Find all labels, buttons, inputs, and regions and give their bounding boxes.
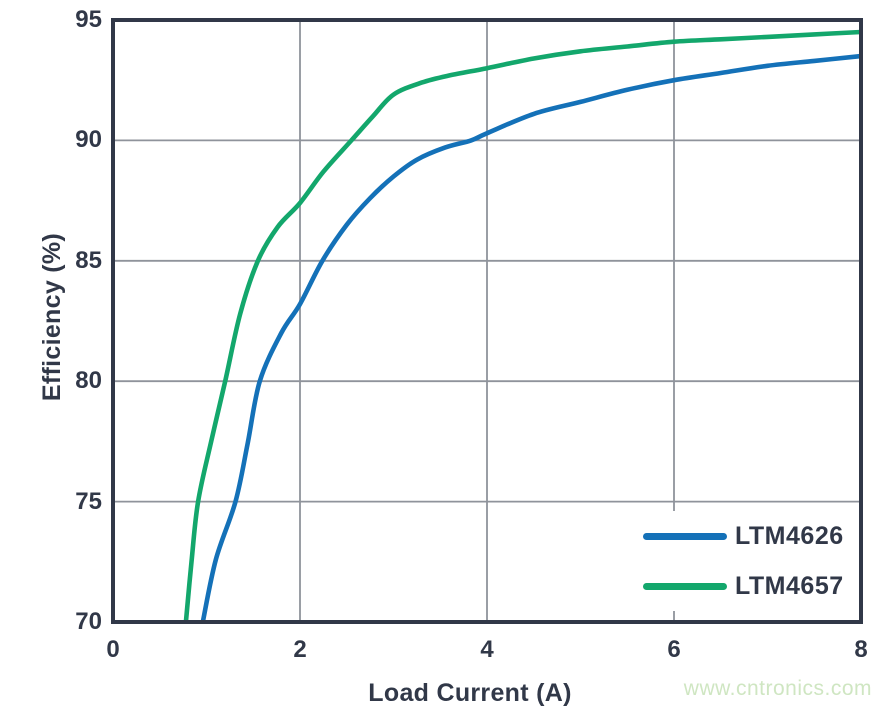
x-tick-label-8: 8 bbox=[854, 636, 868, 663]
legend-item-ltm4657: LTM4657 bbox=[599, 572, 855, 601]
y-tick-label-95: 95 bbox=[75, 6, 102, 33]
x-axis-title: Load Current (A) bbox=[368, 679, 572, 707]
x-tick-label-0: 0 bbox=[106, 636, 120, 663]
curve-ltm4657 bbox=[183, 29, 863, 624]
ltm4657-line-swatch bbox=[643, 582, 727, 590]
legend: LTM4626 LTM4657 bbox=[599, 511, 855, 611]
x-tick-label-2: 2 bbox=[293, 636, 307, 663]
y-tick-label-90: 90 bbox=[75, 126, 102, 154]
y-axis-title: Efficiency (%) bbox=[38, 232, 66, 402]
legend-label-ltm4657: LTM4657 bbox=[735, 571, 844, 600]
x-tick-label-4: 4 bbox=[480, 636, 494, 663]
plot-frame bbox=[111, 18, 863, 624]
y-tick-label-75: 75 bbox=[75, 487, 102, 515]
legend-label-ltm4626: LTM4626 bbox=[735, 521, 844, 550]
y-tick-label-70: 70 bbox=[75, 608, 102, 635]
ltm4626-line-swatch bbox=[643, 532, 727, 540]
y-tick-label-80: 80 bbox=[75, 367, 102, 395]
legend-item-ltm4626: LTM4626 bbox=[599, 522, 855, 551]
y-tick-label-85: 85 bbox=[75, 246, 102, 274]
curve-ltm4626 bbox=[200, 53, 863, 624]
x-tick-label-6: 6 bbox=[667, 636, 681, 663]
watermark: www.cntronics.com bbox=[683, 677, 872, 700]
